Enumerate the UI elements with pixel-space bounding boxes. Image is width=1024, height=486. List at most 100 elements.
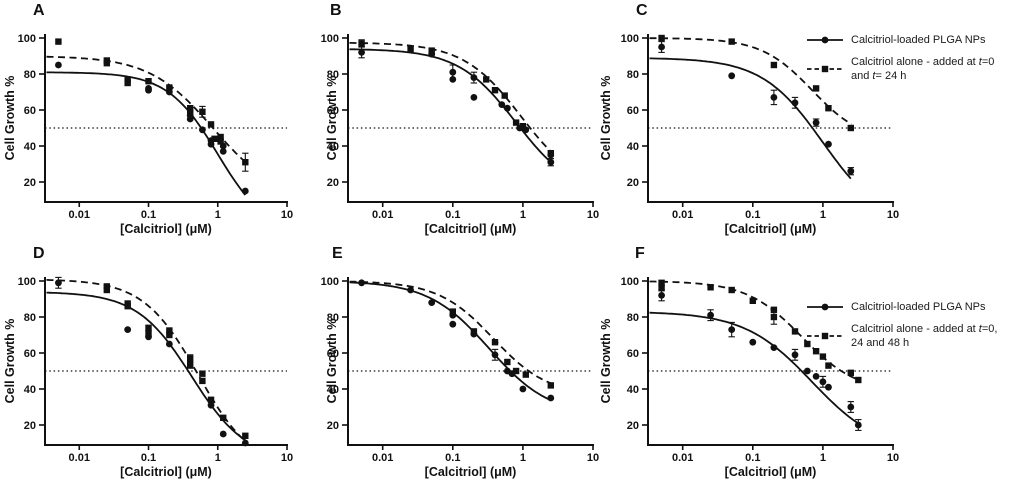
legend-sample-dashed-square-icon <box>807 65 843 73</box>
data-point-circle <box>219 148 227 155</box>
y-tick-label: 80 <box>327 69 339 81</box>
x-tick-label: 0.01 <box>372 452 393 464</box>
x-axis-label: [Calcitriol] (μM) <box>425 222 517 236</box>
y-tick-label: 20 <box>327 177 339 189</box>
data-point-circle <box>241 439 249 447</box>
x-tick-label: 0.01 <box>372 209 393 221</box>
data-point-circle <box>207 140 215 148</box>
y-axis-label: Cell Growth % <box>600 76 613 161</box>
data-point-circle <box>449 68 457 76</box>
data-point-square <box>187 105 194 112</box>
y-tick-label: 100 <box>18 33 36 45</box>
data-point-square <box>187 362 194 369</box>
x-tick-label: 10 <box>587 209 599 221</box>
series-plga-nps <box>349 46 555 167</box>
x-tick-label: 0.1 <box>445 452 460 464</box>
data-point-circle <box>358 49 365 56</box>
data-point-circle <box>219 430 227 438</box>
legend-entry: Calcitriol-loaded PLGA NPs <box>806 33 1022 48</box>
data-point-circle <box>165 340 173 348</box>
legend-entry: Calcitriol alone - added at t=0 and t= 24… <box>806 55 1022 84</box>
data-point-square <box>103 286 111 294</box>
data-point-square <box>207 121 215 128</box>
y-tick-label: 60 <box>627 105 639 117</box>
y-axis-label: Cell Growth % <box>325 319 339 404</box>
plot-panel-b: 20 40 60 80 100 0.01 0.1 1 10 [Calcitriol] (μM) Ce… <box>321 33 599 236</box>
data-point-circle <box>470 94 478 101</box>
y-tick-label: 80 <box>627 69 639 81</box>
series-calcitriol-alone <box>649 34 854 132</box>
y-tick-label: 100 <box>621 33 639 45</box>
data-point-square <box>825 362 832 369</box>
x-tick-label: 1 <box>820 209 826 221</box>
data-point-square <box>470 328 478 335</box>
data-point-square <box>658 34 665 42</box>
data-point-circle <box>407 286 414 294</box>
y-tick-label: 20 <box>24 420 36 432</box>
y-tick-label: 40 <box>24 141 36 153</box>
data-point-square <box>819 353 827 360</box>
data-point-square <box>847 369 854 376</box>
legend-sample-solid-circle-icon <box>807 36 843 44</box>
fit-curve-solid <box>649 57 852 180</box>
data-point-circle <box>825 383 832 391</box>
x-axis-label: [Calcitriol] (μM) <box>725 465 817 479</box>
data-point-square <box>242 432 249 439</box>
y-tick-label: 60 <box>24 105 36 117</box>
y-tick-label: 80 <box>327 312 339 324</box>
data-point-square <box>483 76 490 83</box>
data-point-circle <box>503 104 511 112</box>
data-point-circle <box>491 351 499 359</box>
panel-a: A 20 40 60 80 100 0.01 0.1 1 10 [Calcitriol] (μM)… <box>0 0 320 243</box>
data-point-square <box>812 348 820 355</box>
x-tick-label: 0.01 <box>69 452 90 464</box>
data-point-circle <box>847 167 855 175</box>
series-plga-nps <box>649 41 855 180</box>
y-tick-label: 20 <box>327 420 339 432</box>
y-tick-label: 80 <box>627 312 639 324</box>
data-point-square <box>658 285 665 292</box>
data-point-circle <box>241 187 249 195</box>
panel-letter-a: A <box>33 2 45 19</box>
data-point-circle <box>728 326 736 333</box>
legend-sample-dashed-square-icon <box>807 332 843 340</box>
data-point-circle <box>449 320 457 328</box>
legend-panel-c: Calcitriol-loaded PLGA NPs Calcitriol alo… <box>806 33 1022 84</box>
legend-entry: Calcitriol-loaded PLGA NPs <box>806 300 1022 315</box>
data-point-square <box>166 331 173 339</box>
x-tick-label: 0.1 <box>745 209 760 221</box>
panel-letter-c: C <box>636 2 648 19</box>
data-point-square <box>145 78 152 85</box>
legend-entry-label: Calcitriol-loaded PLGA NPs <box>851 301 986 313</box>
data-point-square <box>749 297 756 304</box>
series-calcitriol-alone <box>349 280 554 389</box>
data-point-square <box>770 61 778 69</box>
plot-panel-e: 20 40 60 80 100 0.01 0.1 1 10 [Calcitriol] (μM) Ce… <box>321 276 599 479</box>
data-point-circle <box>470 74 478 81</box>
data-point-square <box>847 124 854 132</box>
legend-entry-label: Calcitriol alone - added at t=0 and t= 24… <box>851 55 995 83</box>
y-tick-label: 60 <box>327 105 339 117</box>
x-tick-label: 0.01 <box>672 209 693 221</box>
panel-letter-f: F <box>635 245 645 262</box>
y-axis-label: Cell Growth % <box>3 319 17 404</box>
data-point-square <box>825 105 832 112</box>
data-point-circle <box>854 421 862 429</box>
legend-sample-solid-circle-icon <box>807 303 843 311</box>
panel-b: B 20 40 60 80 100 0.01 0.1 1 10 [Calcitriol] (μM)… <box>320 0 600 243</box>
x-tick-label: 0.01 <box>672 452 693 464</box>
legend-entry: Calcitriol alone - added at t=0, 24 and 4… <box>806 322 1022 351</box>
x-tick-label: 10 <box>587 452 599 464</box>
x-tick-label: 1 <box>820 452 826 464</box>
data-point-square <box>217 133 224 141</box>
data-point-square <box>519 123 527 130</box>
y-tick-label: 100 <box>621 276 639 288</box>
fit-curve-dashed <box>46 279 247 443</box>
data-point-square <box>124 79 131 87</box>
data-point-square <box>187 355 194 362</box>
data-point-square <box>770 306 778 313</box>
data-point-square <box>358 40 365 47</box>
data-point-circle <box>770 344 778 351</box>
fit-curve-dashed <box>46 55 248 164</box>
data-point-square <box>522 371 529 378</box>
